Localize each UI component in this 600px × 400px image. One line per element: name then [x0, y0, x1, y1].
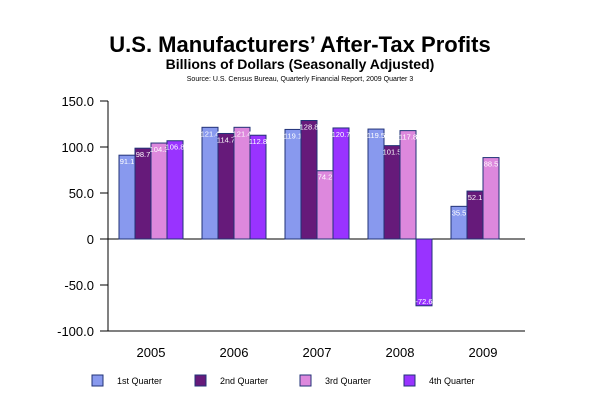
data-label: 117.8 — [399, 133, 417, 142]
data-label: 121.4 — [201, 129, 220, 138]
data-label: 119.5 — [367, 131, 385, 140]
bar — [383, 145, 401, 240]
y-tick-label: 100.0 — [61, 140, 94, 155]
chart-title: U.S. Manufacturers’ After-Tax Profits — [109, 32, 491, 57]
chart-subtitle: Billions of Dollars (Seasonally Adjusted… — [165, 56, 435, 72]
bar — [300, 120, 318, 240]
legend-label: 4th Quarter — [429, 376, 475, 386]
data-label: 35.5 — [452, 208, 467, 217]
y-tick-label: -50.0 — [64, 278, 94, 293]
x-tick-label: 2005 — [137, 345, 166, 360]
y-tick-label: 0 — [87, 232, 94, 247]
legend-swatch — [194, 374, 207, 387]
bar — [201, 126, 219, 240]
data-label: 88.5 — [484, 160, 499, 169]
legend-label: 2nd Quarter — [220, 376, 268, 386]
bar — [166, 140, 184, 240]
data-label: 128.8 — [300, 123, 319, 132]
bar — [118, 154, 136, 240]
x-tick-label: 2006 — [220, 345, 249, 360]
bar — [217, 132, 235, 240]
data-label: 106.8 — [166, 143, 185, 152]
bar — [399, 130, 417, 240]
bar — [482, 157, 500, 240]
bar — [415, 238, 433, 307]
data-label: 104.3 — [150, 145, 169, 154]
data-label: 114.7 — [217, 135, 235, 144]
bar — [284, 128, 302, 240]
legend-swatch — [91, 374, 104, 387]
legend-swatch — [299, 374, 312, 387]
y-tick-label: -100.0 — [57, 324, 94, 339]
data-label: 91.1 — [120, 157, 135, 166]
x-tick-label: 2009 — [469, 345, 498, 360]
data-label: 52.1 — [468, 193, 483, 202]
data-label: 74.2 — [318, 173, 333, 182]
chart-source: Source: U.S. Census Bureau, Quarterly Fi… — [186, 76, 414, 83]
data-label: 120.7 — [332, 130, 351, 139]
y-tick-label: 50.0 — [69, 186, 94, 201]
bar — [332, 127, 350, 240]
x-tick-label: 2008 — [386, 345, 415, 360]
data-label: -72.6 — [415, 297, 432, 306]
data-label: 121.4 — [233, 129, 252, 138]
data-label: 98.7 — [136, 150, 151, 159]
legend-label: 1st Quarter — [117, 376, 162, 386]
legend-swatch — [403, 374, 416, 387]
data-label: 119.1 — [284, 131, 302, 140]
bar — [134, 147, 152, 240]
y-tick-label: 150.0 — [61, 94, 94, 109]
data-label: 101.5 — [383, 148, 402, 157]
bar — [249, 134, 267, 240]
bar — [233, 126, 251, 240]
bar — [150, 142, 168, 240]
legend-label: 3rd Quarter — [325, 376, 371, 386]
data-label: 112.8 — [249, 137, 267, 146]
x-tick-label: 2007 — [303, 345, 332, 360]
bar — [367, 128, 385, 240]
